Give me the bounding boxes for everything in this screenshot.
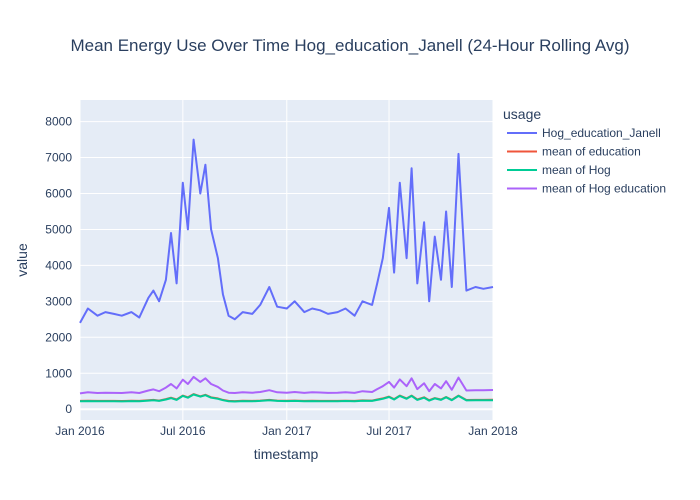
- y-tick-label: 2000: [45, 330, 72, 344]
- x-tick-label: Jul 2016: [160, 424, 206, 438]
- grid-lines: [79, 100, 494, 420]
- series-line-3: [79, 393, 494, 403]
- y-tick-label: 6000: [45, 186, 72, 200]
- y-tick-label: 7000: [45, 151, 72, 165]
- y-tick-label: 4000: [45, 258, 72, 272]
- x-tick-label: Jan 2016: [55, 424, 105, 438]
- y-tick-label: 8000: [45, 115, 72, 129]
- x-axis-ticks: Jan 2016 Jul 2016 Jan 2017 Jul 2017 Jan 2018: [55, 424, 518, 438]
- y-tick-label: 5000: [45, 222, 72, 236]
- series-line-1: [79, 138, 494, 324]
- y-axis-ticks: 0 1000 2000 3000 4000 5000 6000 7000 8000: [45, 115, 72, 417]
- y-tick-label: 0: [65, 402, 72, 416]
- x-tick-label: Jan 2017: [262, 424, 312, 438]
- legend-title: usage: [503, 106, 541, 122]
- y-tick-label: 3000: [45, 294, 72, 308]
- legend-label: Hog_education_Janell: [542, 126, 661, 140]
- x-tick-label: Jul 2017: [366, 424, 412, 438]
- x-tick-label: Jan 2018: [468, 424, 518, 438]
- series-lines: [79, 138, 494, 403]
- legend-label: mean of Hog education: [542, 182, 666, 196]
- y-axis-title: value: [14, 243, 30, 277]
- y-tick-label: 1000: [45, 366, 72, 380]
- legend-label: mean of education: [542, 145, 641, 159]
- chart-title: Mean Energy Use Over Time Hog_education_…: [70, 36, 629, 55]
- series-line-4: [79, 375, 494, 395]
- legend-label: mean of Hog: [542, 163, 611, 177]
- x-axis-title: timestamp: [254, 446, 319, 462]
